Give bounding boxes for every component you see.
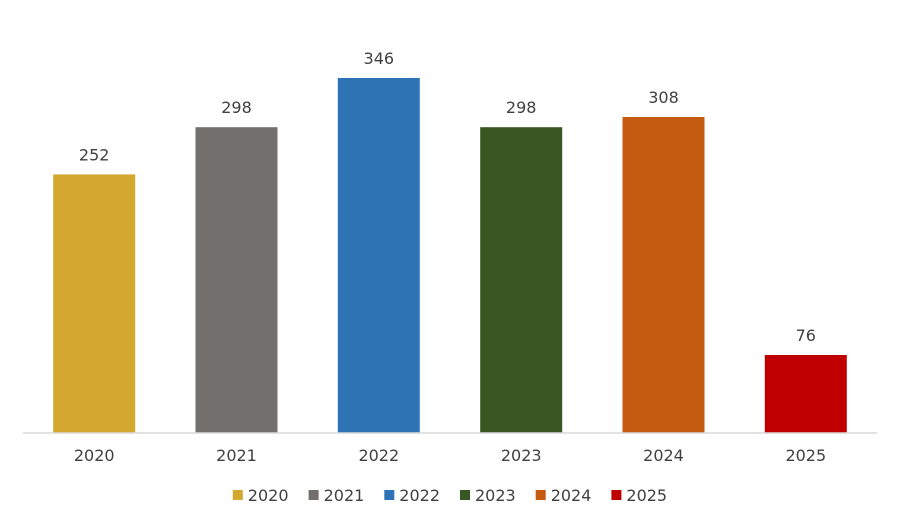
data-label-2021: 298 [221,98,252,117]
data-label-2023: 298 [506,98,537,117]
x-tick-labels: 2020 2021 2022 2023 2024 2025 [74,446,826,465]
legend-swatch-2025 [611,490,621,500]
x-tick-2025: 2025 [785,446,826,465]
x-tick-2022: 2022 [358,446,399,465]
x-tick-2023: 2023 [501,446,542,465]
legend-swatch-2023 [460,490,470,500]
legend-label-2024: 2024 [551,486,592,505]
bar-2021 [196,127,278,433]
legend-swatch-2024 [536,490,546,500]
data-label-2024: 308 [648,88,679,107]
x-tick-2021: 2021 [216,446,257,465]
legend-item-2020: 2020 [233,486,289,505]
legend-item-2023: 2023 [460,486,516,505]
bar-2022 [338,78,420,433]
bar-2020 [53,174,135,433]
legend: 2020 2021 2022 2023 2024 2025 [233,486,667,505]
bars-layer [53,78,847,433]
data-label-2020: 252 [79,145,110,164]
legend-label-2025: 2025 [626,486,667,505]
data-label-2025: 76 [796,326,816,345]
legend-label-2023: 2023 [475,486,516,505]
bar-2025 [765,355,847,433]
legend-swatch-2020 [233,490,243,500]
legend-item-2022: 2022 [384,486,440,505]
legend-label-2022: 2022 [399,486,440,505]
data-labels-layer: 252 298 346 298 308 76 [79,49,816,345]
legend-label-2020: 2020 [248,486,289,505]
legend-item-2021: 2021 [309,486,365,505]
bar-2023 [480,127,562,433]
bar-2024 [623,117,705,433]
x-tick-2024: 2024 [643,446,684,465]
data-label-2022: 346 [364,49,395,68]
legend-swatch-2022 [384,490,394,500]
legend-swatch-2021 [309,490,319,500]
legend-label-2021: 2021 [324,486,365,505]
legend-item-2025: 2025 [611,486,667,505]
x-tick-2020: 2020 [74,446,115,465]
legend-item-2024: 2024 [536,486,592,505]
